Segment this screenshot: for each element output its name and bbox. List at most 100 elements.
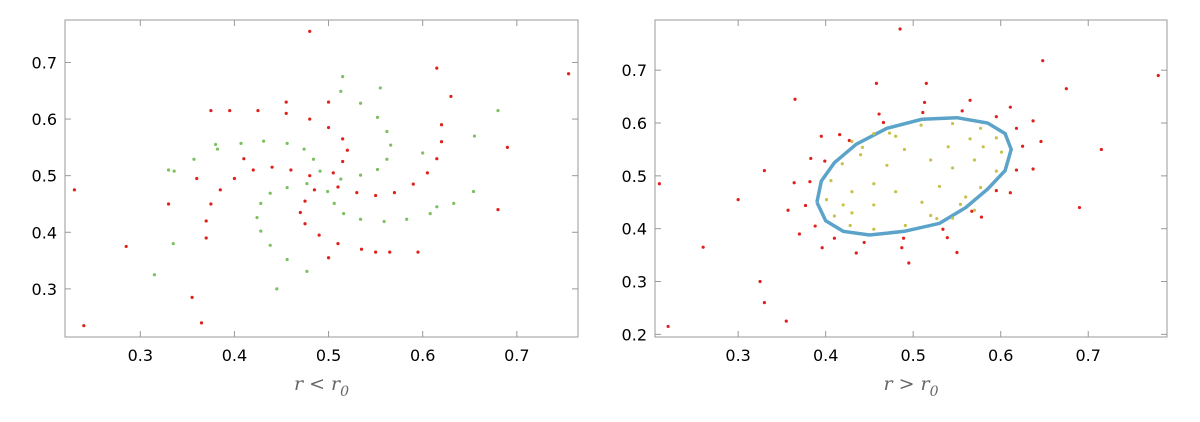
point [166, 202, 171, 206]
point [850, 139, 854, 144]
point [214, 142, 218, 147]
point [872, 131, 876, 136]
point [872, 182, 876, 186]
point [303, 222, 307, 226]
point [389, 143, 393, 147]
point [946, 145, 950, 149]
point [978, 126, 983, 130]
point [298, 210, 302, 215]
point [955, 250, 959, 255]
point [311, 157, 316, 161]
point [192, 157, 196, 161]
point [924, 81, 928, 85]
point [289, 168, 293, 172]
point [285, 257, 289, 262]
point [303, 199, 307, 203]
point [385, 129, 389, 134]
point [978, 185, 983, 190]
point [284, 100, 288, 104]
point [808, 180, 812, 184]
point [1008, 191, 1012, 195]
point [929, 158, 933, 162]
point [803, 203, 808, 208]
point [411, 182, 415, 186]
point [305, 269, 309, 273]
point [336, 241, 340, 246]
point [1064, 87, 1068, 91]
point [958, 202, 963, 206]
point [1008, 105, 1012, 109]
point [215, 147, 220, 151]
point [341, 137, 345, 141]
point [421, 151, 425, 155]
point [1014, 168, 1019, 172]
point [268, 243, 272, 247]
point [797, 232, 802, 236]
point [1156, 73, 1160, 78]
point [262, 139, 266, 143]
point [190, 295, 194, 299]
point [124, 244, 128, 249]
x-tick-label: 0.7 [1076, 346, 1101, 365]
x-axis-label-main: r < r [294, 373, 342, 395]
point [937, 184, 942, 189]
point [736, 198, 740, 202]
point [256, 108, 260, 113]
y-tick-label: 0.5 [622, 167, 647, 186]
point [435, 157, 439, 161]
point [941, 227, 945, 231]
point [284, 111, 288, 116]
point [877, 112, 881, 116]
point [784, 319, 788, 323]
point [885, 163, 889, 167]
point [318, 169, 322, 173]
point [898, 27, 902, 31]
point [907, 261, 911, 265]
point [331, 171, 335, 175]
point [439, 123, 444, 127]
point [786, 208, 790, 212]
point [317, 233, 321, 237]
point [425, 171, 429, 175]
point [359, 247, 364, 251]
point [972, 158, 977, 162]
point [378, 86, 382, 90]
point [848, 223, 852, 228]
point [960, 109, 964, 113]
point [1020, 144, 1025, 148]
point [375, 115, 380, 119]
point [339, 89, 343, 93]
y-tick-label: 0.7 [622, 61, 647, 80]
point [968, 137, 972, 141]
point [935, 217, 939, 221]
point [195, 176, 199, 181]
point [259, 201, 263, 206]
point [358, 101, 363, 105]
point [312, 188, 317, 192]
point [388, 250, 392, 254]
x-tick-label: 0.7 [504, 346, 529, 365]
point [950, 216, 955, 220]
point [872, 227, 876, 231]
point [336, 185, 340, 189]
point [762, 168, 767, 173]
point [1099, 147, 1103, 152]
x-tick-label: 0.6 [410, 346, 435, 365]
point [894, 190, 898, 194]
point [308, 29, 312, 33]
point [505, 145, 510, 149]
point [166, 168, 171, 172]
point [209, 108, 213, 113]
point [392, 191, 397, 195]
point [994, 115, 998, 119]
point [1077, 205, 1082, 210]
point [823, 159, 827, 163]
point [850, 190, 854, 194]
point [435, 66, 439, 70]
point [832, 236, 837, 240]
point [979, 215, 984, 219]
point [302, 147, 306, 151]
point [900, 246, 904, 250]
point [439, 140, 444, 144]
